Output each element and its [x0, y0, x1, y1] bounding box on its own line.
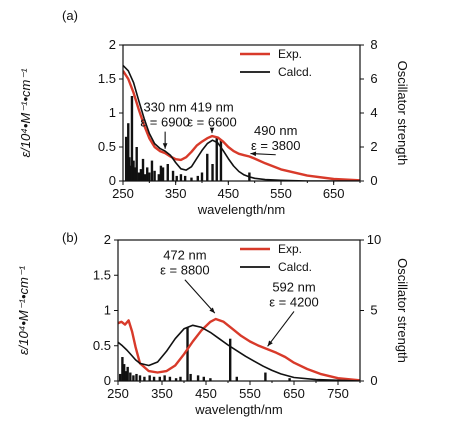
x-tick-label: 450: [217, 186, 239, 201]
annotation-wavelength: 592 nm: [272, 279, 315, 294]
y-tick-label: 1: [109, 105, 116, 120]
annotation-wavelength: 472 nm: [163, 248, 206, 263]
panel-label: (a): [62, 8, 78, 23]
y-tick-label: 0.5: [98, 139, 116, 154]
annotation-arrow-line: [267, 311, 295, 347]
y2-tick-label: 5: [370, 303, 377, 318]
annotation-wavelength: 330 nm: [143, 100, 186, 115]
y2-axis-title: Oscillator strength: [395, 61, 410, 166]
y-tick-label: 1.5: [98, 71, 116, 86]
x-tick-label: 550: [270, 186, 292, 201]
series-calcd-line: [123, 64, 360, 181]
y2-tick-label: 4: [370, 105, 377, 120]
y2-axis-title: Oscillator strength: [395, 258, 410, 363]
x-tick-label: 650: [323, 186, 345, 201]
legend-label: Calcd.: [278, 65, 312, 79]
y-tick-label: 0.5: [93, 338, 111, 353]
annotation: 592 nmε = 4200: [267, 279, 319, 347]
legend: Exp. Calcd.: [240, 242, 312, 274]
series-exp-line: [118, 317, 360, 381]
y-axis-title: ε/10⁴•M⁻¹•cm⁻¹: [18, 68, 33, 158]
oscillator-sticks: [124, 96, 251, 181]
legend-label: Exp.: [278, 47, 302, 61]
annotation-arrow-head: [250, 151, 257, 157]
y2-tick-label: 2: [370, 139, 377, 154]
x-tick-label: 350: [165, 186, 187, 201]
panel-b: (b) 250 350 450 550 650 750 0 0.5 1 1.5 2 0 5 10 wavele…: [16, 230, 410, 417]
annotation: 490 nmε = 3800: [250, 123, 301, 157]
panel-a: (a) 250 350 450 550 650 0 0.5 1 1.5 2 0 2 4 6 8 waveleng…: [18, 8, 410, 217]
annotation: 419 nmε = 6600: [187, 100, 237, 134]
x-axis-title: wavelength/nm: [194, 402, 282, 417]
annotation-epsilon: ε = 8800: [160, 263, 210, 278]
annotation-arrow-head: [267, 340, 273, 347]
panel-label: (b): [62, 230, 78, 245]
y2-tick-label: 6: [370, 71, 377, 86]
y-tick-label: 1.5: [93, 267, 111, 282]
x-tick-label: 250: [112, 186, 134, 201]
x-tick-label: 250: [107, 386, 129, 401]
annotation-epsilon: ε = 4200: [269, 294, 319, 309]
annotation-wavelength: 490 nm: [254, 123, 297, 138]
x-tick-label: 350: [151, 386, 173, 401]
y-tick-label: 0: [109, 173, 116, 188]
x-axis-title: wavelength/nm: [197, 202, 285, 217]
oscillator-sticks: [118, 327, 291, 381]
annotation-epsilon: ε = 6900: [140, 115, 190, 130]
y-tick-label: 2: [109, 37, 116, 52]
annotation-wavelength: 419 nm: [190, 100, 233, 115]
plot-frame: [117, 239, 361, 382]
y-tick-label: 2: [104, 232, 111, 247]
annotation-arrow-head: [209, 307, 215, 314]
y2-tick-label: 0: [370, 373, 377, 388]
y-tick-label: 1: [104, 303, 111, 318]
x-tick-label: 450: [195, 386, 217, 401]
annotation: 472 nmε = 8800: [160, 248, 216, 314]
annotation-epsilon: ε = 6600: [187, 115, 237, 130]
x-tick-label: 650: [283, 386, 305, 401]
annotation-arrow-head: [162, 143, 168, 149]
x-tick-label: 750: [327, 386, 349, 401]
annotation-arrow-head: [209, 127, 215, 134]
series-exp-line: [123, 70, 360, 181]
y2-tick-label: 8: [370, 37, 377, 52]
series-calcd-line: [118, 324, 360, 381]
annotation-arrow-line: [184, 279, 216, 314]
y-axis-title: ε/10⁴•M⁻¹•cm⁻¹: [16, 265, 31, 355]
y2-tick-label: 10: [367, 232, 381, 247]
x-tick-label: 550: [239, 386, 261, 401]
y2-tick-label: 0: [370, 173, 377, 188]
y-tick-label: 0: [104, 373, 111, 388]
annotation: 330 nmε = 6900: [140, 100, 190, 149]
legend-label: Exp.: [278, 242, 302, 256]
legend: Exp. Calcd.: [240, 47, 312, 79]
annotation-epsilon: ε = 3800: [251, 138, 301, 153]
legend-label: Calcd.: [278, 260, 312, 274]
